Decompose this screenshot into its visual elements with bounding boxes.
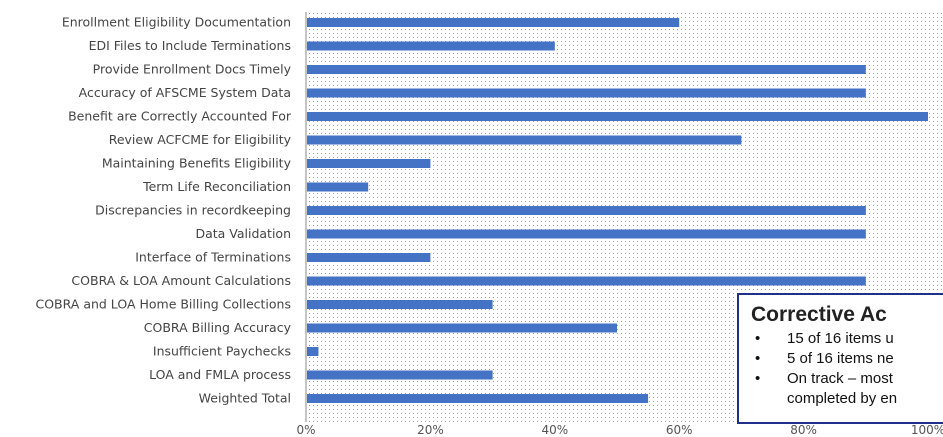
category-label: Benefit are Correctly Accounted For xyxy=(68,109,292,124)
category-label: Interface of Terminations xyxy=(135,250,291,265)
callout-item-text-continued: completed by en xyxy=(787,390,898,407)
bar xyxy=(307,370,493,380)
category-label: Enrollment Eligibility Documentation xyxy=(62,15,291,30)
callout-item: 15 of 16 items u xyxy=(751,329,943,349)
callout-list: 15 of 16 items u 5 of 16 items ne On tra… xyxy=(751,329,943,409)
x-tick-label: 40% xyxy=(541,423,568,437)
callout-item-text: 5 of 16 items ne xyxy=(787,350,894,367)
bar xyxy=(307,253,431,262)
bar xyxy=(307,182,369,192)
bar xyxy=(307,159,431,168)
x-tick-label: 20% xyxy=(417,423,444,437)
bar xyxy=(307,88,866,98)
bar xyxy=(307,112,928,121)
x-tick-label: 0% xyxy=(296,423,315,437)
category-label: Weighted Total xyxy=(199,391,291,406)
bar xyxy=(307,41,555,51)
callout-item: On track – most completed by en xyxy=(751,369,943,409)
category-label: COBRA and LOA Home Billing Collections xyxy=(35,297,291,312)
category-label: Provide Enrollment Docs Timely xyxy=(93,62,292,77)
bar xyxy=(307,206,866,215)
category-label: Term Life Reconciliation xyxy=(142,179,291,194)
bar xyxy=(307,65,866,74)
category-label: COBRA & LOA Amount Calculations xyxy=(71,273,291,288)
bar xyxy=(307,394,649,403)
category-label: Data Validation xyxy=(195,226,291,241)
callout-title: Corrective Ac xyxy=(751,303,887,326)
category-label: Review ACFCME for Eligibility xyxy=(109,132,292,147)
category-label: COBRA Billing Accuracy xyxy=(144,320,292,335)
callout-item-text: On track – most xyxy=(787,370,893,387)
bar xyxy=(307,323,617,333)
bar xyxy=(307,347,319,356)
bar xyxy=(307,300,493,309)
category-label: Maintaining Benefits Eligibility xyxy=(102,156,292,171)
category-label: LOA and FMLA process xyxy=(149,367,291,382)
x-tick-label: 100% xyxy=(911,423,943,437)
bar xyxy=(307,18,680,27)
category-label: EDI Files to Include Terminations xyxy=(89,38,291,53)
corrective-action-callout: Corrective Ac 15 of 16 items u 5 of 16 i… xyxy=(737,293,943,424)
bar xyxy=(307,135,742,145)
bar xyxy=(307,229,866,239)
x-tick-label: 80% xyxy=(790,423,817,437)
callout-item: 5 of 16 items ne xyxy=(751,349,943,369)
callout-item-text: 15 of 16 items u xyxy=(787,330,894,347)
category-label: Insufficient Paychecks xyxy=(153,344,291,359)
category-label: Discrepancies in recordkeeping xyxy=(95,203,291,218)
bar xyxy=(307,276,866,286)
x-tick-label: 60% xyxy=(666,423,693,437)
category-label: Accuracy of AFSCME System Data xyxy=(79,85,291,100)
